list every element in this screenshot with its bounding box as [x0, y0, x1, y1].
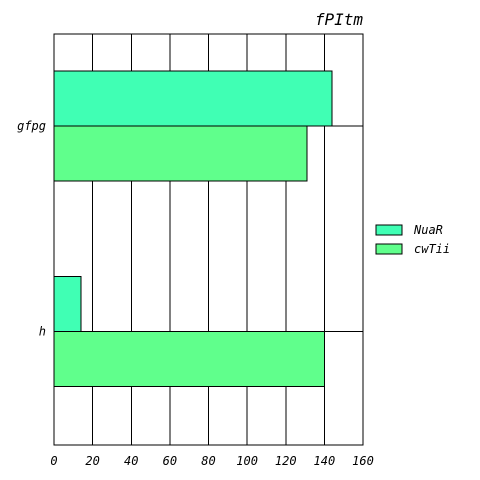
bar-cwTii-gfpg — [53, 125, 308, 182]
x-tick-label: 0 — [50, 454, 57, 468]
x-tick-label: 160 — [352, 454, 374, 468]
x-tick-label: 60 — [163, 454, 177, 468]
x-tick-label: 120 — [275, 454, 297, 468]
x-tick-label: 100 — [236, 454, 258, 468]
plot-frame — [53, 33, 364, 446]
x-tick-label: 40 — [124, 454, 138, 468]
category-label: h — [39, 324, 46, 338]
bar-cwTii-h — [53, 330, 325, 387]
x-tick-label: 80 — [201, 454, 215, 468]
x-tick-label: 20 — [85, 454, 99, 468]
bar-NuaR-gfpg — [53, 70, 333, 127]
legend-swatch — [375, 243, 403, 255]
x-tick-label: 140 — [314, 454, 336, 468]
bar-NuaR-h — [53, 275, 82, 332]
chart-title: fPItm — [315, 10, 364, 29]
x-tick-labels: 0 20 40 60 80 100 120 140 160 — [50, 454, 373, 468]
legend-label: NuaR — [413, 223, 443, 237]
legend-swatch — [375, 224, 403, 236]
legend-label: cwTii — [414, 242, 450, 256]
category-labels: gfpg h — [17, 119, 46, 339]
category-label: gfpg — [17, 119, 46, 133]
bars — [53, 70, 333, 387]
legend: NuaR cwTii — [375, 223, 450, 256]
